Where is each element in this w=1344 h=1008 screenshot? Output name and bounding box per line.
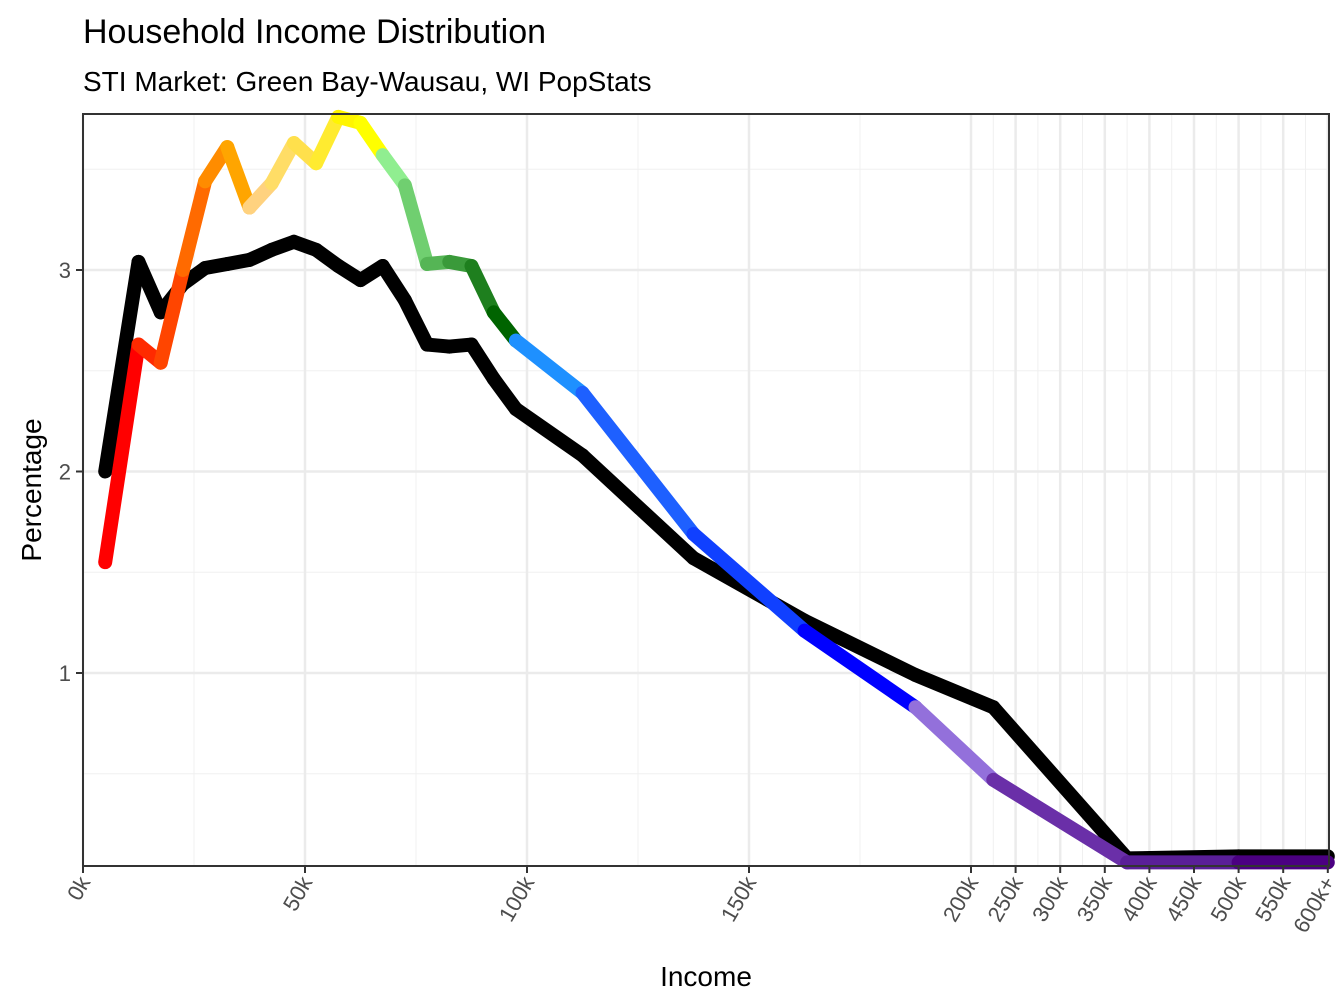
series-segment-market <box>686 526 812 638</box>
chart-title: Household Income Distribution <box>83 13 546 51</box>
series-segment-market <box>797 623 923 715</box>
series-segment-market <box>575 385 701 541</box>
series-segment-benchmark <box>986 700 1135 866</box>
series-segment-benchmark <box>508 402 590 463</box>
series-segment-benchmark <box>908 668 1001 715</box>
x-tick-label: 100k <box>494 871 540 926</box>
x-tick-label: 350k <box>1072 871 1118 926</box>
chart-subtitle: STI Market: Green Bay-Wausau, WI PopStat… <box>83 66 652 97</box>
series-segment-benchmark <box>575 448 701 566</box>
plot-panel <box>83 114 1329 866</box>
x-tick-label: 400k <box>1116 871 1162 926</box>
x-tick-label: 0k <box>62 871 96 904</box>
y-tick-label: 1 <box>59 661 71 686</box>
series-segment-market <box>397 178 435 271</box>
series-segment-market <box>908 700 1001 787</box>
x-axis-title: Income <box>660 961 752 992</box>
series-segment-market <box>264 136 301 191</box>
series-segment-market <box>220 140 257 215</box>
x-tick-label: 600k+ <box>1288 872 1340 937</box>
series-lines <box>98 109 1335 870</box>
series-segment-market <box>309 109 346 171</box>
series-segment-benchmark <box>397 293 435 352</box>
series-segment-benchmark <box>131 254 168 320</box>
x-tick-label: 150k <box>716 871 762 926</box>
y-tick-label: 2 <box>59 460 71 485</box>
series-segment-market <box>464 258 501 320</box>
series-segment-market <box>98 337 146 570</box>
x-tick-label: 500k <box>1205 871 1251 926</box>
x-tick-label: 300k <box>1027 871 1073 926</box>
y-tick-label: 3 <box>59 258 71 283</box>
x-tick-label: 200k <box>938 871 984 926</box>
y-axis-title: Percentage <box>16 418 47 561</box>
x-tick-label: 250k <box>982 871 1028 926</box>
x-tick-label: 550k <box>1250 871 1296 926</box>
panel-border <box>82 113 1330 867</box>
grid <box>81 114 1330 866</box>
x-tick-label: 450k <box>1161 871 1207 926</box>
series-segment-market <box>986 772 1135 870</box>
series-segment-market <box>175 174 213 277</box>
series-segment-benchmark <box>797 613 923 683</box>
series-segment-market <box>508 333 590 400</box>
series-segment-market <box>153 263 190 370</box>
series-segment-benchmark <box>98 254 146 479</box>
x-tick-label: 50k <box>278 871 318 915</box>
